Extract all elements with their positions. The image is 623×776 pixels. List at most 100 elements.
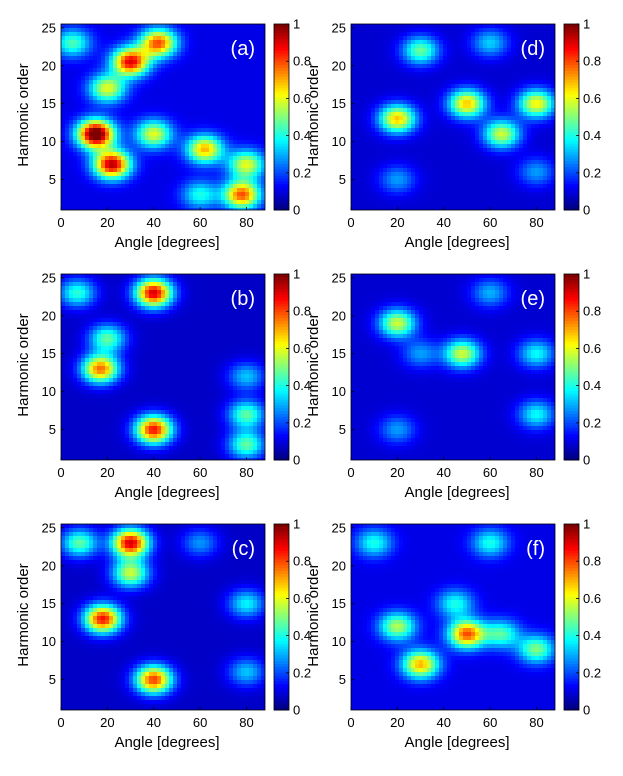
colorbar: 0 0.2 0.4 0.6 0.8 1 — [273, 17, 311, 218]
x-tick-label: 20 — [390, 715, 404, 730]
heatmap-field — [61, 24, 265, 210]
colorbar-tick-label: 0.4 — [583, 378, 601, 393]
y-tick-label: 10 — [42, 134, 56, 149]
y-tick-label: 10 — [332, 634, 346, 649]
x-tick-label: 80 — [529, 465, 543, 480]
x-tick-label: 60 — [483, 715, 497, 730]
colorbar-tick-label: 0 — [583, 453, 590, 468]
x-tick-label: 60 — [193, 465, 207, 480]
colorbar-tick-label: 1 — [583, 517, 590, 532]
colorbar-tick-label: 1 — [583, 267, 590, 282]
colorbar-tick-label: 0 — [293, 453, 300, 468]
colorbar-tick-label: 0.4 — [293, 378, 311, 393]
panel-label: (c) — [232, 538, 255, 560]
colorbar-tick-label: 0.6 — [293, 91, 311, 106]
y-tick-label: 5 — [49, 672, 56, 687]
colorbar-frame — [563, 23, 580, 211]
y-tick-label: 5 — [339, 672, 346, 687]
x-tick-label: 80 — [529, 215, 543, 230]
x-tick-label: 0 — [347, 715, 354, 730]
y-tick-label: 25 — [332, 520, 346, 535]
panel-label: (a) — [231, 38, 255, 60]
heatmap-field — [61, 524, 265, 710]
x-tick-label: 60 — [193, 715, 207, 730]
x-tick-label: 80 — [529, 715, 543, 730]
y-tick-label: 20 — [332, 58, 346, 73]
colorbar-tick-label: 0.2 — [293, 665, 311, 680]
colorbar-tick-label: 0.2 — [293, 415, 311, 430]
x-tick-label: 0 — [347, 215, 354, 230]
colorbar-frame — [563, 273, 580, 461]
x-axis-label: Angle [degrees] — [404, 734, 509, 751]
y-axis-label: Harmonic order — [305, 563, 322, 666]
x-tick-label: 0 — [57, 465, 64, 480]
colorbar: 0 0.2 0.4 0.6 0.8 1 — [563, 17, 601, 218]
panel-label: (b) — [231, 288, 255, 310]
heatmap-field — [351, 274, 555, 460]
colorbar-tick-label: 1 — [293, 517, 300, 532]
y-tick-label: 5 — [49, 172, 56, 187]
colorbar-tick-label: 0.6 — [583, 591, 601, 606]
y-tick-label: 20 — [42, 558, 56, 573]
colorbar-tick-label: 1 — [293, 17, 300, 32]
y-axis-label: Harmonic order — [15, 63, 32, 166]
colorbar-tick-label: 0.6 — [583, 341, 601, 356]
y-axis-label: Harmonic order — [305, 63, 322, 166]
y-tick-label: 25 — [42, 20, 56, 35]
y-tick-label: 20 — [42, 308, 56, 323]
panel-label: (f) — [526, 538, 545, 560]
y-tick-label: 25 — [332, 270, 346, 285]
x-tick-label: 20 — [390, 215, 404, 230]
y-axis-label: Harmonic order — [15, 313, 32, 416]
plot-frame — [60, 23, 266, 211]
colorbar-tick-label: 1 — [583, 17, 590, 32]
plot-frame — [350, 273, 556, 461]
x-tick-label: 40 — [146, 465, 160, 480]
y-tick-label: 15 — [332, 596, 346, 611]
colorbar-tick-label: 0.6 — [293, 341, 311, 356]
plot-frame — [350, 23, 556, 211]
colorbar-tick-label: 0.6 — [293, 591, 311, 606]
x-axis-label: Angle [degrees] — [114, 484, 219, 501]
y-tick-label: 15 — [332, 96, 346, 111]
y-tick-label: 5 — [339, 172, 346, 187]
colorbar-tick-label: 0.8 — [293, 54, 311, 69]
y-tick-label: 20 — [42, 58, 56, 73]
colorbar-tick-label: 0.8 — [583, 54, 601, 69]
colorbar-frame — [273, 523, 290, 711]
x-tick-label: 80 — [239, 715, 253, 730]
panel-label: (d) — [521, 38, 545, 60]
colorbar-tick-label: 0.2 — [293, 165, 311, 180]
y-tick-label: 15 — [42, 96, 56, 111]
x-tick-label: 20 — [100, 215, 114, 230]
x-tick-label: 60 — [483, 215, 497, 230]
plot-frame — [60, 523, 266, 711]
colorbar-tick-label: 0.8 — [293, 554, 311, 569]
x-tick-label: 0 — [57, 215, 64, 230]
heatmap-field — [61, 274, 265, 460]
colorbar-tick-label: 0.2 — [583, 665, 601, 680]
colorbar: 0 0.2 0.4 0.6 0.8 1 — [563, 517, 601, 718]
y-tick-label: 10 — [42, 384, 56, 399]
y-tick-label: 20 — [332, 308, 346, 323]
heatmap-field — [351, 524, 555, 710]
x-axis-label: Angle [degrees] — [114, 234, 219, 251]
colorbar-tick-label: 0.6 — [583, 91, 601, 106]
y-tick-label: 10 — [332, 134, 346, 149]
colorbar: 0 0.2 0.4 0.6 0.8 1 — [273, 267, 311, 468]
x-tick-label: 60 — [483, 465, 497, 480]
x-axis-label: Angle [degrees] — [114, 734, 219, 751]
y-tick-label: 25 — [42, 270, 56, 285]
x-tick-label: 20 — [100, 715, 114, 730]
x-tick-label: 0 — [347, 465, 354, 480]
y-axis-label: Harmonic order — [15, 563, 32, 666]
x-tick-label: 40 — [436, 465, 450, 480]
x-axis-label: Angle [degrees] — [404, 484, 509, 501]
